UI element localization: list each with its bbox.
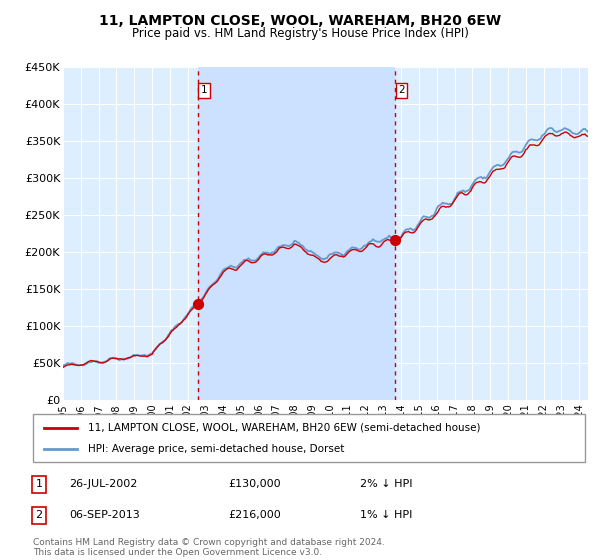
Text: 1: 1: [35, 479, 43, 489]
Text: 2% ↓ HPI: 2% ↓ HPI: [360, 479, 413, 489]
Text: HPI: Average price, semi-detached house, Dorset: HPI: Average price, semi-detached house,…: [88, 444, 344, 454]
Text: 2: 2: [398, 85, 405, 95]
Point: [193, 300, 203, 309]
Text: 1% ↓ HPI: 1% ↓ HPI: [360, 510, 412, 520]
Bar: [198, 67, 395, 400]
Text: £216,000: £216,000: [228, 510, 281, 520]
Point: [391, 236, 400, 245]
FancyBboxPatch shape: [33, 414, 585, 462]
Text: 2: 2: [35, 510, 43, 520]
Text: 06-SEP-2013: 06-SEP-2013: [69, 510, 140, 520]
Text: 11, LAMPTON CLOSE, WOOL, WAREHAM, BH20 6EW (semi-detached house): 11, LAMPTON CLOSE, WOOL, WAREHAM, BH20 6…: [88, 423, 481, 433]
Text: £130,000: £130,000: [228, 479, 281, 489]
Text: Price paid vs. HM Land Registry's House Price Index (HPI): Price paid vs. HM Land Registry's House …: [131, 27, 469, 40]
Text: 26-JUL-2002: 26-JUL-2002: [69, 479, 137, 489]
Text: 11, LAMPTON CLOSE, WOOL, WAREHAM, BH20 6EW: 11, LAMPTON CLOSE, WOOL, WAREHAM, BH20 6…: [99, 14, 501, 28]
Text: Contains HM Land Registry data © Crown copyright and database right 2024.
This d: Contains HM Land Registry data © Crown c…: [33, 538, 385, 557]
Text: 1: 1: [200, 85, 207, 95]
